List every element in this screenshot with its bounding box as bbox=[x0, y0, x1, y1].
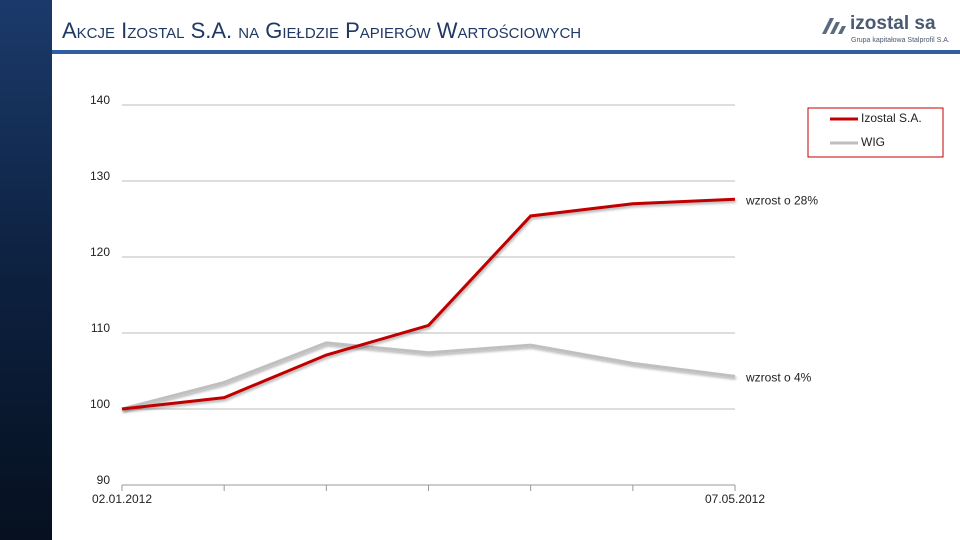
legend-label: WIG bbox=[861, 135, 885, 149]
y-tick-label: 100 bbox=[90, 397, 110, 411]
y-tick-label: 140 bbox=[90, 93, 110, 107]
x-tick-label: 07.05.2012 bbox=[705, 492, 765, 506]
x-tick-label: 02.01.2012 bbox=[92, 492, 152, 506]
title-rule bbox=[52, 50, 960, 54]
y-tick-label: 120 bbox=[90, 245, 110, 259]
logo: izostal sa Grupa kapitałowa Stalprofil S… bbox=[822, 13, 950, 44]
logo-text: izostal sa bbox=[850, 13, 936, 34]
side-strip bbox=[0, 0, 52, 540]
series-line bbox=[121, 341, 736, 411]
logo-subtitle: Grupa kapitałowa Stalprofil S.A. bbox=[851, 37, 950, 44]
logo-icon bbox=[822, 18, 846, 34]
y-tick-label: 130 bbox=[90, 169, 110, 183]
y-tick-label: 90 bbox=[97, 473, 111, 487]
annotation: wzrost o 28% bbox=[745, 193, 818, 207]
legend-box bbox=[807, 107, 944, 158]
series-line bbox=[121, 197, 736, 411]
slide-title: Akcje Izostal S.A. na Giełdzie Papierów … bbox=[62, 18, 581, 43]
legend-label: Izostal S.A. bbox=[861, 111, 922, 125]
annotation: wzrost o 4% bbox=[745, 370, 812, 384]
y-tick-label: 110 bbox=[91, 321, 110, 335]
